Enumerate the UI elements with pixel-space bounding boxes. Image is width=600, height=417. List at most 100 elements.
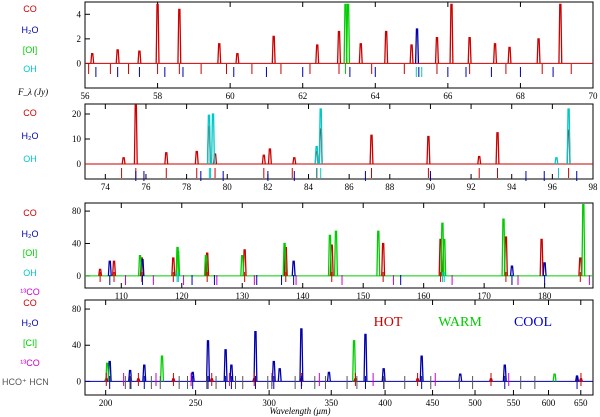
emission-peak-co [369, 134, 374, 165]
emission-peak-co [426, 135, 431, 165]
x-tick-label: 94 [507, 182, 517, 192]
emission-peak-co [121, 157, 126, 165]
y-tick-label: 4 [77, 9, 82, 19]
emission-peak-h2o [509, 265, 515, 276]
emission-peak-co [449, 3, 454, 64]
x-tick-label: 110 [115, 291, 129, 301]
legend-label-oi: [OI] [23, 248, 38, 258]
emission-peak-oi [581, 203, 586, 276]
emission-peak-co [434, 36, 440, 64]
emission-peak-h2o [291, 260, 296, 276]
y-tick-label: 0 [77, 376, 82, 386]
x-tick-label: 130 [235, 291, 249, 301]
legend-label-co: CO [23, 108, 37, 118]
emission-peak-h2o [277, 368, 282, 382]
emission-peak-co [171, 257, 176, 276]
emission-peak-oh [206, 114, 212, 165]
x-tick-label: 92 [467, 182, 476, 192]
legend-label-h2o: H₂O [22, 229, 39, 239]
x-tick-label: 160 [417, 291, 431, 301]
emission-peak-co [217, 43, 222, 64]
emission-peak-co [90, 52, 95, 64]
emission-peak-co [477, 155, 482, 165]
emission-peak-ci [552, 373, 557, 382]
panel-frame [84, 1, 594, 89]
emission-peak-co [137, 50, 142, 64]
emission-peak-h2o [363, 333, 368, 382]
x-tick-label: 90 [426, 182, 436, 192]
emission-peak-co [292, 157, 297, 165]
y-tick-label: 0 [77, 159, 82, 169]
emission-peak-co [133, 104, 138, 165]
x-tick-label: 84 [304, 182, 314, 192]
emission-peak-co [409, 44, 414, 64]
x-tick-label: 76 [141, 182, 151, 192]
emission-peak-co [507, 46, 512, 64]
emission-peak-h2o [419, 355, 424, 382]
emission-peak-co [381, 242, 386, 276]
emission-peak-oh [210, 113, 216, 165]
emission-peak-h2o [381, 368, 386, 382]
emission-peak-oi [376, 230, 381, 276]
y-axis-label-flux: F_λ (Jy) [17, 87, 48, 97]
emission-peak-co [539, 238, 544, 276]
x-tick-label: 86 [345, 182, 355, 192]
y-tick-label: 0 [77, 58, 82, 68]
emission-peak-oh [566, 108, 571, 165]
emission-peak-co [164, 152, 169, 165]
emission-peak-co [177, 8, 182, 64]
emission-peak-h2o [299, 328, 304, 382]
x-tick-label: 120 [175, 291, 189, 301]
x-tick-label: 150 [356, 291, 370, 301]
emission-peak-h2o [271, 360, 276, 382]
emission-peak-oi [282, 242, 287, 276]
y-tick-label: 0 [77, 271, 82, 281]
emission-peak-oi [327, 234, 332, 276]
annotation-warm: WARM [438, 315, 482, 330]
x-tick-label: 170 [477, 291, 491, 301]
annotation-cool: COOL [514, 315, 552, 330]
panel-56-70um: 56 58 60 62 64 66 68 70 0 2 4 CO H₂O [OI] OH [22, 1, 599, 101]
x-tick-label: 88 [385, 182, 395, 192]
emission-peak-h2o [190, 371, 195, 382]
emission-peak-co [111, 260, 117, 276]
x-tick-label: 82 [263, 182, 272, 192]
legend-label-co: CO [23, 4, 37, 14]
panel-frame [84, 103, 594, 180]
x-tick-label: 68 [516, 91, 526, 101]
x-tick-label: 550 [507, 398, 521, 408]
annotation-hot: HOT [374, 315, 403, 330]
emission-peak-co [235, 52, 240, 64]
x-tick-label: 300 [262, 398, 276, 408]
emission-peak-co [384, 30, 389, 64]
x-tick-label: 200 [99, 398, 113, 408]
emission-peak-ci [159, 355, 165, 382]
legend-label-oi: [OI] [23, 45, 38, 55]
x-tick-label: 70 [589, 91, 599, 101]
x-tick-label: 58 [153, 91, 163, 101]
x-tick-label: 500 [468, 398, 482, 408]
emission-peak-h2o [414, 28, 420, 64]
legend-label-c13o: ¹³CO [20, 287, 40, 297]
y-tick-label: 80 [72, 206, 82, 216]
emission-peak-ci [352, 340, 357, 382]
x-tick-label: 650 [574, 398, 588, 408]
emission-peak-h2o [229, 364, 234, 382]
x-tick-label: 66 [443, 91, 453, 101]
emission-peak-oh [314, 145, 319, 165]
x-tick-label: 74 [101, 182, 111, 192]
y-tick-label: 10 [72, 134, 82, 144]
emission-peak-h2o [326, 371, 331, 382]
y-tick-label: 40 [72, 238, 82, 248]
emission-peak-co [578, 257, 583, 276]
emission-peak-co [271, 35, 276, 64]
legend-label-c13o: ¹³CO [20, 358, 40, 368]
emission-peak-h2o [223, 349, 228, 382]
x-tick-label: 140 [296, 291, 310, 301]
emission-peak-oi [137, 254, 143, 276]
emission-peak-h2o [142, 364, 147, 382]
x-tick-label: 250 [189, 398, 203, 408]
legend-label-co: CO [23, 208, 37, 218]
legend-label-h2o: H₂O [22, 131, 39, 141]
